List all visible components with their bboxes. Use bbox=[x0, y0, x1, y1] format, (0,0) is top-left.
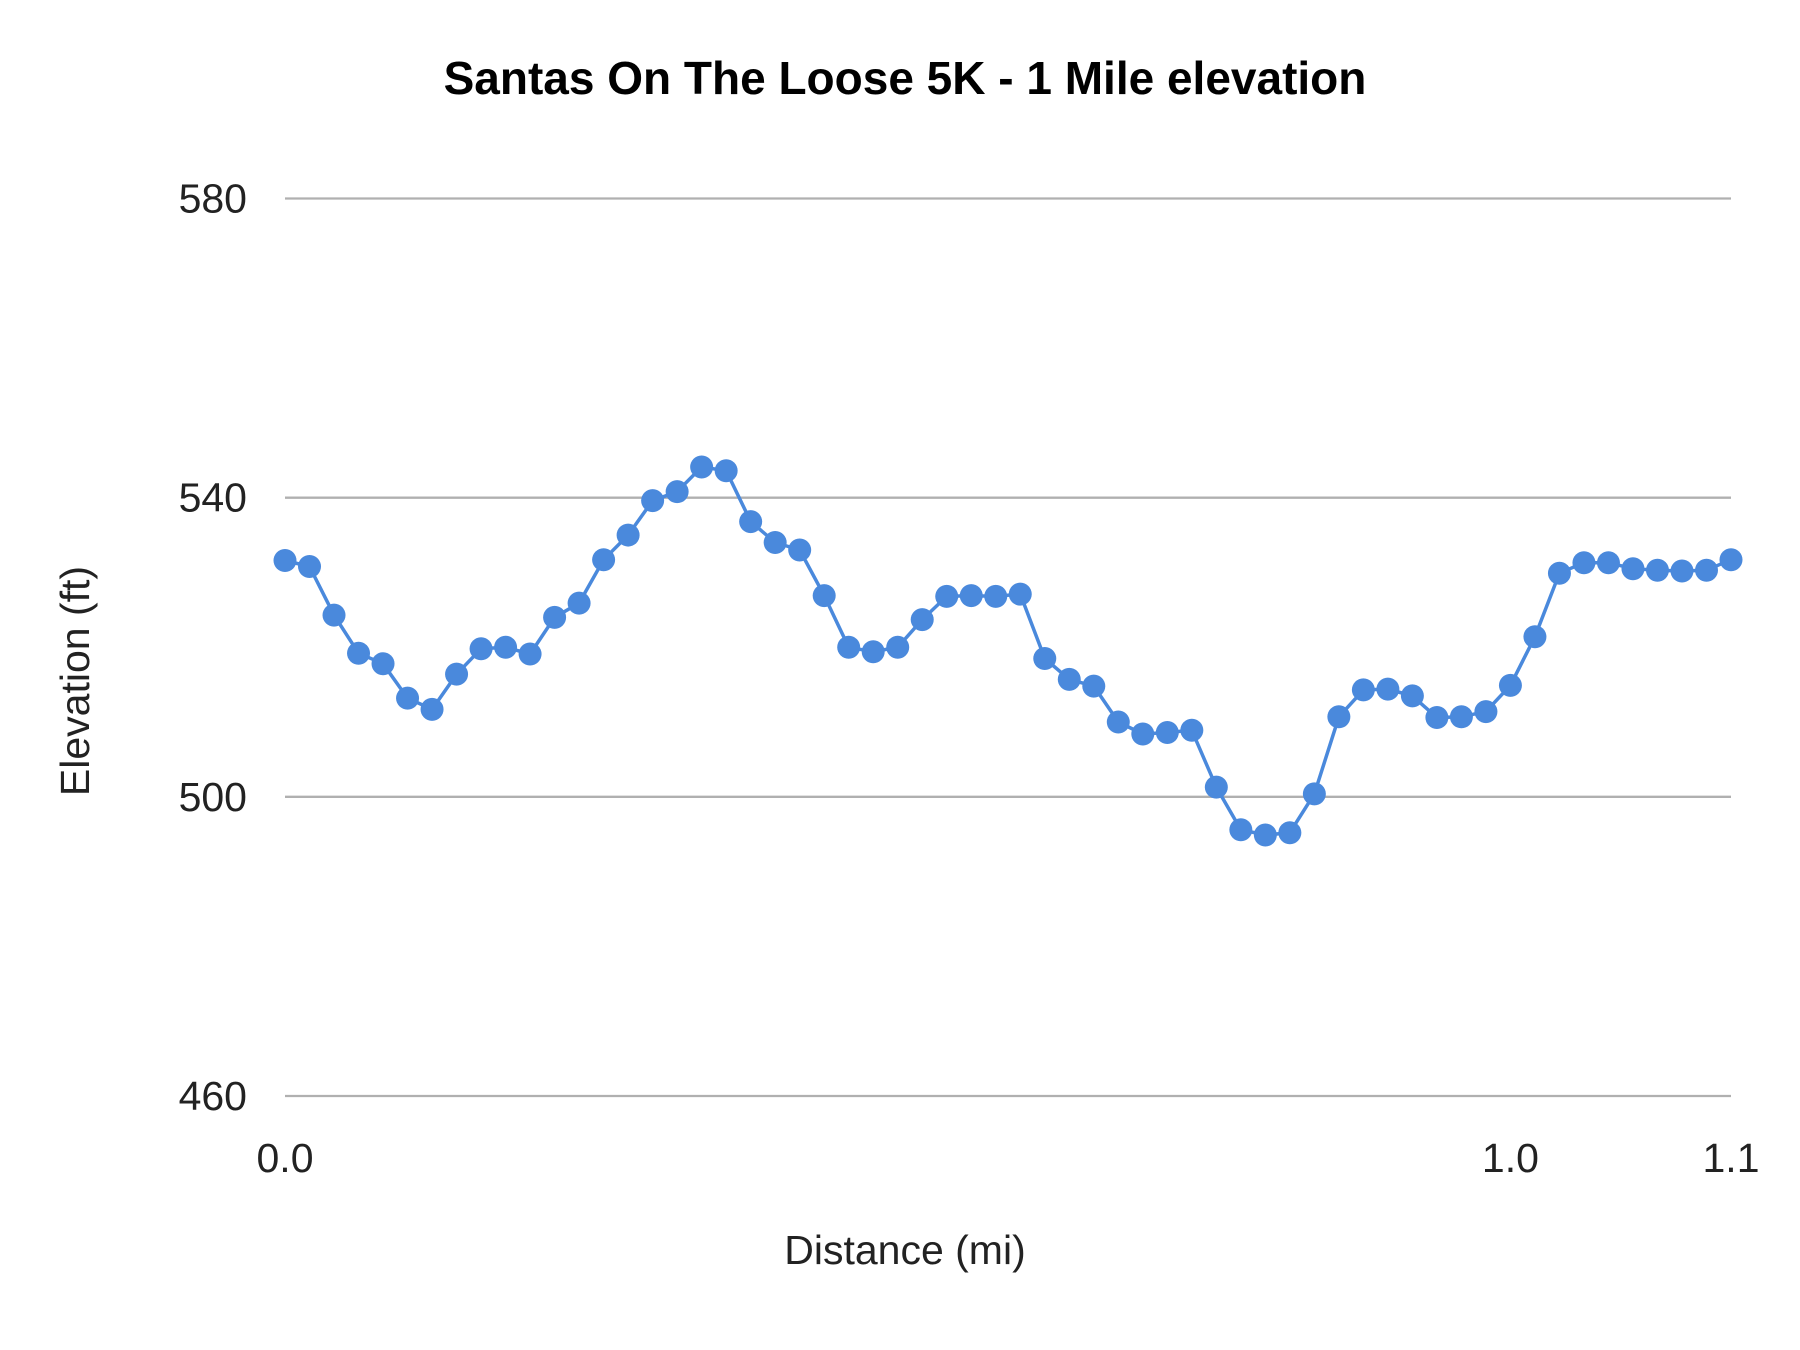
data-point bbox=[616, 523, 640, 547]
data-point bbox=[1180, 718, 1204, 742]
data-point bbox=[935, 584, 959, 608]
data-point bbox=[1327, 705, 1351, 729]
data-point bbox=[861, 640, 885, 664]
data-point bbox=[763, 531, 787, 555]
x-axis-ticks: 0.0 1.0 1.1 bbox=[257, 1135, 1760, 1181]
data-point bbox=[1719, 548, 1743, 572]
data-point bbox=[322, 603, 346, 627]
data-point bbox=[665, 480, 689, 504]
data-point bbox=[984, 584, 1008, 608]
data-point bbox=[469, 637, 493, 661]
data-point bbox=[1302, 782, 1326, 806]
data-point bbox=[1351, 678, 1375, 702]
y-tick-label: 540 bbox=[179, 475, 247, 521]
x-tick-label: 0.0 bbox=[257, 1135, 314, 1181]
data-point bbox=[1376, 677, 1400, 701]
data-point bbox=[1057, 667, 1081, 691]
data-point bbox=[518, 642, 542, 666]
y-axis-title: Elevation (ft) bbox=[52, 566, 98, 796]
data-point bbox=[592, 548, 616, 572]
data-point bbox=[1155, 721, 1179, 745]
y-axis-ticks: 460 500 540 580 bbox=[179, 176, 247, 1120]
data-point bbox=[690, 455, 714, 479]
data-point bbox=[1106, 710, 1130, 734]
data-point bbox=[1425, 706, 1449, 730]
data-point bbox=[1596, 551, 1620, 575]
data-point bbox=[273, 548, 297, 572]
data-point bbox=[1670, 559, 1694, 583]
data-point bbox=[1474, 700, 1498, 724]
data-point bbox=[1131, 722, 1155, 746]
data-point bbox=[371, 652, 395, 676]
data-point bbox=[1547, 561, 1571, 585]
series-elevation bbox=[273, 455, 1743, 847]
x-tick-label: 1.1 bbox=[1703, 1135, 1760, 1181]
data-point bbox=[1694, 558, 1718, 582]
data-point bbox=[543, 605, 567, 629]
data-point bbox=[298, 554, 322, 578]
data-point bbox=[1253, 823, 1277, 847]
x-axis-title: Distance (mi) bbox=[784, 1227, 1025, 1273]
data-point bbox=[1033, 646, 1057, 670]
data-point bbox=[420, 697, 444, 721]
y-tick-label: 460 bbox=[179, 1073, 247, 1119]
data-point bbox=[959, 584, 983, 608]
data-point bbox=[837, 635, 861, 659]
y-tick-label: 580 bbox=[179, 176, 247, 222]
data-point bbox=[739, 510, 763, 534]
data-point bbox=[1645, 558, 1669, 582]
data-point bbox=[1498, 673, 1522, 697]
data-point bbox=[1523, 625, 1547, 649]
data-point bbox=[1572, 551, 1596, 575]
data-point bbox=[1008, 582, 1032, 606]
data-point bbox=[910, 608, 934, 632]
data-point bbox=[1082, 674, 1106, 698]
data-point bbox=[396, 686, 420, 710]
data-point bbox=[812, 584, 836, 608]
data-point bbox=[1278, 821, 1302, 845]
data-point bbox=[1449, 705, 1473, 729]
y-tick-label: 500 bbox=[179, 774, 247, 820]
data-point bbox=[1204, 775, 1228, 799]
data-point bbox=[494, 635, 518, 659]
data-point bbox=[1621, 557, 1645, 581]
data-point bbox=[1400, 684, 1424, 708]
chart-title: Santas On The Loose 5K - 1 Mile elevatio… bbox=[444, 52, 1367, 104]
x-tick-label: 1.0 bbox=[1482, 1135, 1539, 1181]
data-point bbox=[1229, 818, 1253, 842]
data-point bbox=[788, 538, 812, 562]
data-point bbox=[714, 459, 738, 483]
data-point bbox=[567, 591, 591, 615]
data-point bbox=[886, 635, 910, 659]
data-point bbox=[347, 641, 371, 665]
gridlines bbox=[285, 197, 1731, 1098]
data-point bbox=[641, 489, 665, 513]
data-point bbox=[445, 662, 469, 686]
